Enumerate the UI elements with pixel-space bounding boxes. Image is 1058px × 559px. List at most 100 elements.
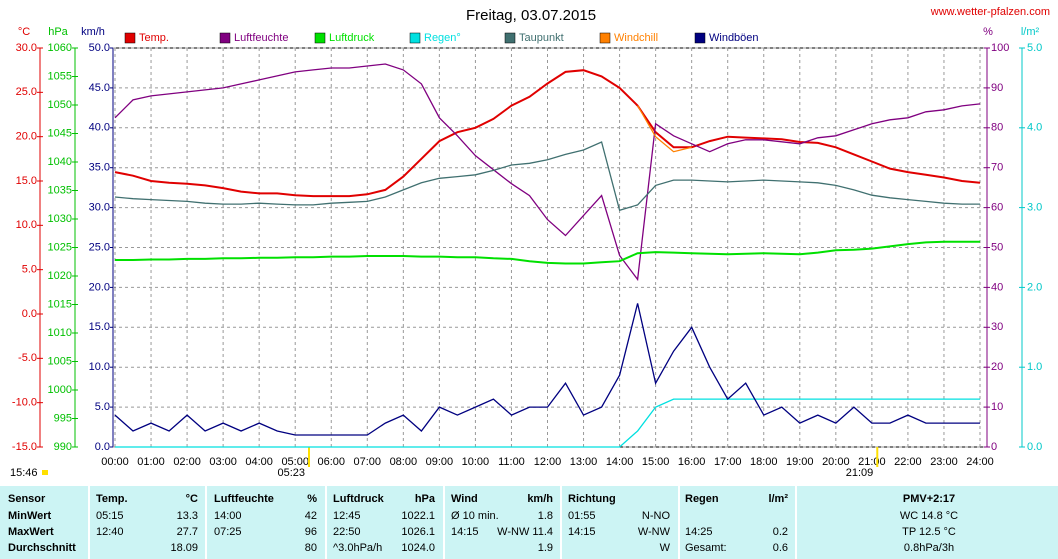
table-cell: MinWert	[8, 510, 52, 522]
y-tick-label: 3.0	[1027, 202, 1042, 214]
y-tick-label: 0.0	[95, 441, 110, 453]
y-tick-label: 1035	[48, 184, 72, 196]
table-cell: l/m²	[768, 493, 788, 505]
x-tick-label: 03:00	[209, 456, 237, 468]
legend-swatch	[694, 32, 706, 44]
y-tick-label: 40	[991, 281, 1003, 293]
table-cell: 0.2	[772, 526, 788, 538]
table-cell: 27.7	[176, 526, 198, 538]
y-tick-label: 990	[54, 441, 72, 453]
y-tick-label: 70	[991, 162, 1003, 174]
table-cell: Gesamt:	[685, 542, 727, 554]
y-tick-label: 15.0	[89, 321, 110, 333]
table-cell: W-NW 11.4	[497, 526, 553, 538]
y-tick-label: 2.0	[1027, 281, 1042, 293]
y-tick-label: 995	[54, 412, 72, 424]
table-cell: MaxWert	[8, 526, 54, 538]
y-tick-label: 10.0	[89, 361, 110, 373]
y-tick-label: 60	[991, 202, 1003, 214]
x-tick-label: 05:00	[281, 456, 309, 468]
table-cell: WC 14.8 °C	[899, 510, 959, 522]
chart-title: Freitag, 03.07.2015	[466, 7, 596, 24]
table-cell: 1.8	[537, 510, 553, 522]
axis-unit: °C	[18, 26, 30, 38]
y-tick-label: 80	[991, 122, 1003, 134]
y-tick-label: 45.0	[89, 82, 110, 94]
column-separator	[678, 486, 680, 559]
x-tick-label: 08:00	[390, 456, 418, 468]
table-cell: 0.6	[772, 542, 788, 554]
table-cell: 14:00	[214, 510, 242, 522]
table-row: MinWert 05:15 13.3 14:00 42 12:45 1022.1 Ø 10 m…	[0, 509, 1058, 525]
table-cell: 12:45	[333, 510, 361, 522]
legend-label: Luftdruck	[329, 32, 375, 44]
series-line	[115, 240, 980, 265]
y-tick-label: 1.0	[1027, 361, 1042, 373]
x-tick-label: 20:00	[822, 456, 850, 468]
table-cell: 13.3	[176, 510, 198, 522]
series-line	[637, 105, 692, 153]
updated: 15:46	[10, 467, 38, 479]
x-tick-label: 22:00	[894, 456, 922, 468]
table-cell: %	[307, 493, 317, 505]
y-tick-label: 0	[991, 441, 997, 453]
table-cell: Luftfeuchte	[214, 493, 274, 505]
x-tick-label: 00:00	[101, 456, 129, 468]
legend-label: Temp.	[139, 32, 169, 44]
table-cell: W	[659, 542, 670, 554]
y-tick-label: 50.0	[89, 42, 110, 54]
table-cell: 01:55	[568, 510, 596, 522]
y-tick-label: 1050	[48, 99, 72, 111]
table-cell: Temp.	[96, 493, 128, 505]
table-cell: 07:25	[214, 526, 242, 538]
table-cell: 96	[304, 526, 317, 538]
table-cell: 12:40	[96, 526, 124, 538]
x-tick-label: 24:00	[966, 456, 994, 468]
series-line	[115, 398, 980, 448]
column-separator	[88, 486, 90, 559]
table-cell: 14:15	[451, 526, 479, 538]
y-tick-label: 1010	[48, 327, 72, 339]
y-tick-label: -5.0	[18, 352, 37, 364]
y-tick-label: 40.0	[89, 122, 110, 134]
column-separator	[443, 486, 445, 559]
y-tick-label: 5.0	[22, 264, 37, 276]
y-tick-label: 1015	[48, 298, 72, 310]
table-cell: W-NW	[637, 526, 670, 538]
column-separator	[560, 486, 562, 559]
annotation: 21:09	[846, 467, 874, 479]
x-tick-label: 09:00	[426, 456, 454, 468]
table-cell: Durchschnitt	[8, 542, 76, 554]
axis-unit: km/h	[81, 26, 105, 38]
x-tick-label: 16:00	[678, 456, 706, 468]
y-tick-label: 50	[991, 241, 1003, 253]
column-separator	[205, 486, 207, 559]
y-tick-label: 0.0	[22, 308, 37, 320]
series-line	[114, 63, 981, 282]
table-cell: 1.9	[537, 542, 553, 554]
x-tick-label: 21:00	[858, 456, 886, 468]
legend-swatch	[314, 32, 326, 44]
table-cell: 14:15	[568, 526, 596, 538]
table-cell: Richtung	[568, 493, 616, 505]
table-cell: N-NO	[641, 510, 670, 522]
table-cell: 1024.0	[401, 542, 435, 554]
y-tick-label: 30	[991, 321, 1003, 333]
table-cell: 1026.1	[401, 526, 435, 538]
table-cell: 80	[304, 542, 317, 554]
table-cell: Regen	[685, 493, 719, 505]
y-tick-label: 1030	[48, 213, 72, 225]
y-tick-label: 5.0	[95, 401, 110, 413]
x-tick-label: 17:00	[714, 456, 742, 468]
y-tick-label: 100	[991, 42, 1009, 54]
summary-table: Sensor Temp. °C Luftfeuchte% Luftdruck hPa Win…	[0, 486, 1058, 559]
legend-swatch	[219, 32, 231, 44]
x-tick-label: 12:00	[534, 456, 562, 468]
series-line	[114, 303, 980, 436]
x-tick-label: 02:00	[173, 456, 201, 468]
x-tick-label: 11:00	[498, 456, 525, 468]
y-tick-label: 1055	[48, 70, 72, 82]
table-cell: PMV+2:17	[902, 493, 956, 505]
legend-swatch	[409, 32, 421, 44]
